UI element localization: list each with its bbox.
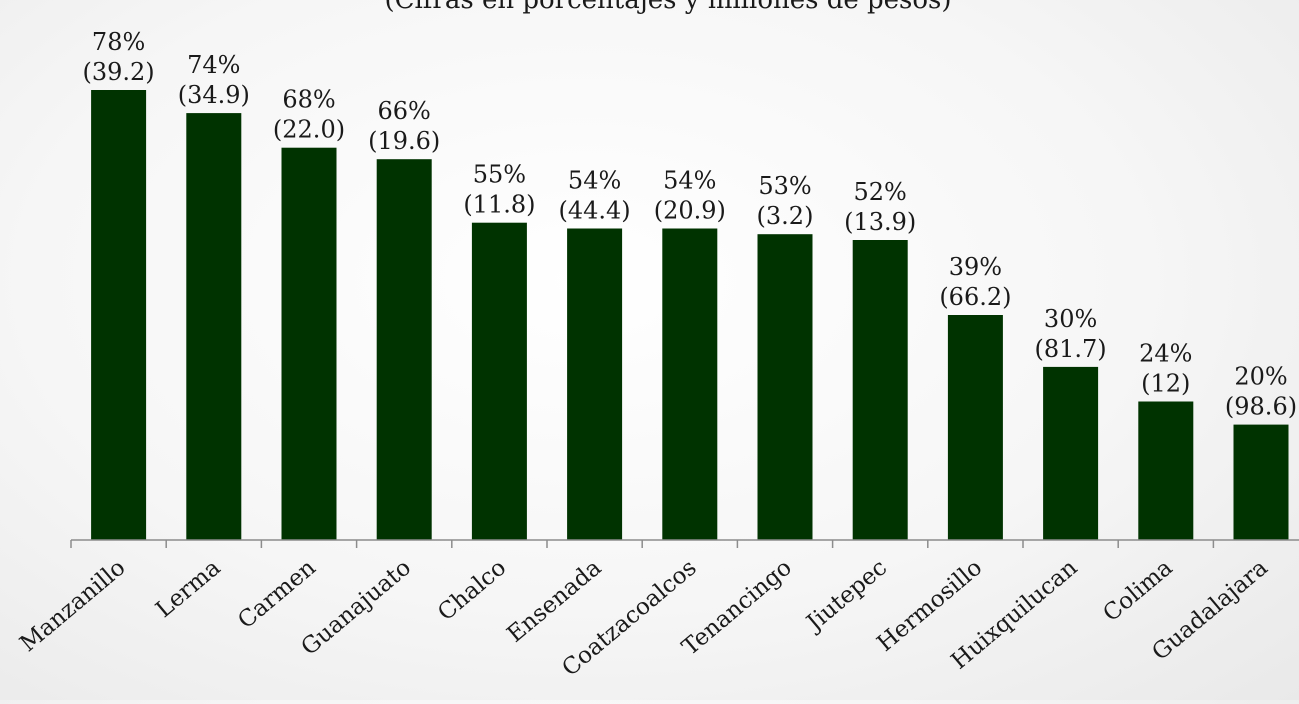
value-label: 54%	[663, 167, 716, 195]
bar-huixquilucan	[1043, 366, 1099, 540]
bar-ensenada	[567, 228, 623, 540]
amount-label: (22.0)	[273, 116, 345, 144]
amount-label: (19.6)	[368, 127, 440, 155]
value-label: 20%	[1234, 363, 1287, 391]
amount-label: (34.9)	[178, 81, 250, 109]
value-label: 53%	[758, 172, 811, 200]
value-label: 55%	[473, 161, 526, 189]
bar-coatzacoalcos	[662, 228, 718, 540]
category-label: Carmen	[233, 555, 321, 635]
amount-label: (12)	[1141, 370, 1190, 398]
value-label: 74%	[187, 51, 240, 79]
category-label: Jiutepec	[801, 555, 892, 638]
amount-label: (66.2)	[939, 283, 1011, 311]
amount-label: (98.6)	[1225, 393, 1297, 421]
amount-label: (20.9)	[654, 197, 726, 225]
x-axis	[70, 539, 1299, 548]
value-label: 78%	[92, 28, 145, 56]
bar-chalco	[471, 222, 527, 540]
category-label: Chalco	[433, 555, 511, 626]
chart-subtitle: (Cifras en porcentajes y millones de pes…	[384, 0, 951, 15]
bar-carmen	[281, 147, 337, 540]
bars-layer	[91, 90, 1289, 540]
bar-hermosillo	[947, 315, 1003, 540]
amount-label: (44.4)	[559, 197, 631, 225]
bar-tenancingo	[757, 234, 813, 540]
bar-jiutepec	[852, 240, 908, 540]
amount-label: (39.2)	[83, 58, 155, 86]
value-label: 39%	[949, 253, 1002, 281]
bar-guadalajara	[1233, 424, 1289, 540]
bar-guanajuato	[376, 159, 432, 540]
amount-label: (13.9)	[844, 208, 916, 236]
category-label: Colima	[1098, 554, 1178, 627]
value-label: 66%	[378, 97, 431, 125]
value-label: 54%	[568, 167, 621, 195]
bar-lerma	[186, 113, 242, 540]
amount-label: (11.8)	[463, 191, 535, 219]
value-label: 52%	[854, 178, 907, 206]
value-label: 24%	[1139, 340, 1192, 368]
amount-label: (81.7)	[1035, 335, 1107, 363]
bar-colima	[1138, 401, 1194, 540]
category-label: Lerma	[151, 554, 226, 623]
value-label: 30%	[1044, 305, 1097, 333]
bar-manzanillo	[91, 90, 147, 540]
category-label: Manzanillo	[15, 555, 130, 658]
amount-label: (3.2)	[757, 202, 814, 230]
value-label: 68%	[282, 86, 335, 114]
